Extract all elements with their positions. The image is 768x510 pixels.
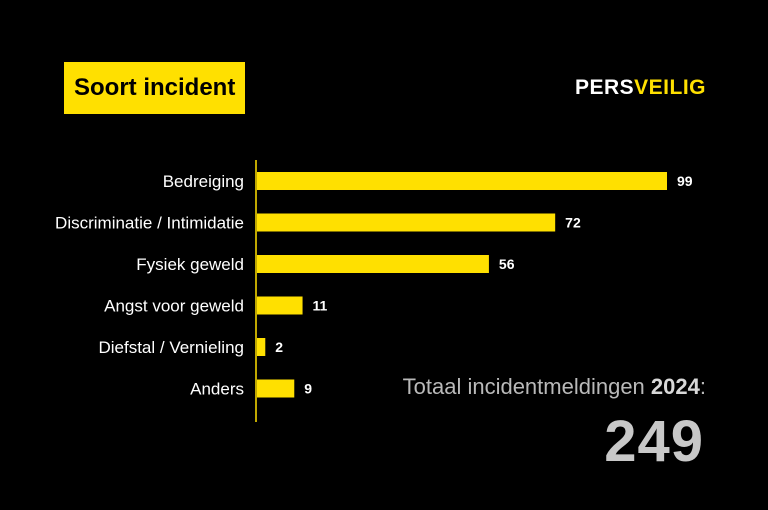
- brand-logo: PERSVEILIG: [575, 76, 706, 100]
- value-label: 72: [565, 215, 581, 231]
- brand-logo-part1: PERS: [574, 76, 635, 99]
- value-label: 9: [304, 381, 312, 397]
- chart-title-box: Soort incident: [64, 62, 246, 114]
- value-label: 2: [275, 339, 283, 355]
- bar: [257, 296, 303, 315]
- brand-logo-part2: VEILIG: [634, 76, 706, 99]
- total-suffix: :: [699, 374, 706, 399]
- value-label: 11: [313, 298, 328, 314]
- category-label: Diefstal / Vernieling: [98, 338, 244, 357]
- category-label: Fysiek geweld: [136, 255, 244, 274]
- category-label: Discriminatie / Intimidatie: [55, 214, 244, 233]
- bar: [257, 379, 295, 398]
- chart-title: Soort incident: [74, 74, 236, 101]
- bar: [257, 213, 556, 232]
- value-label: 99: [677, 173, 693, 189]
- bar: [257, 255, 489, 273]
- category-label: Bedreiging: [163, 172, 244, 191]
- total-value: 249: [604, 409, 704, 474]
- total-year: 2024: [650, 374, 700, 399]
- category-label: Anders: [190, 380, 244, 399]
- category-label: Angst voor geweld: [104, 297, 244, 316]
- bar: [257, 338, 266, 356]
- value-label: 56: [499, 256, 515, 272]
- bar: [257, 172, 667, 190]
- total-label: Totaal incidentmeldingen 2024:: [403, 374, 706, 400]
- total-label-text: Totaal incidentmeldingen: [402, 374, 645, 399]
